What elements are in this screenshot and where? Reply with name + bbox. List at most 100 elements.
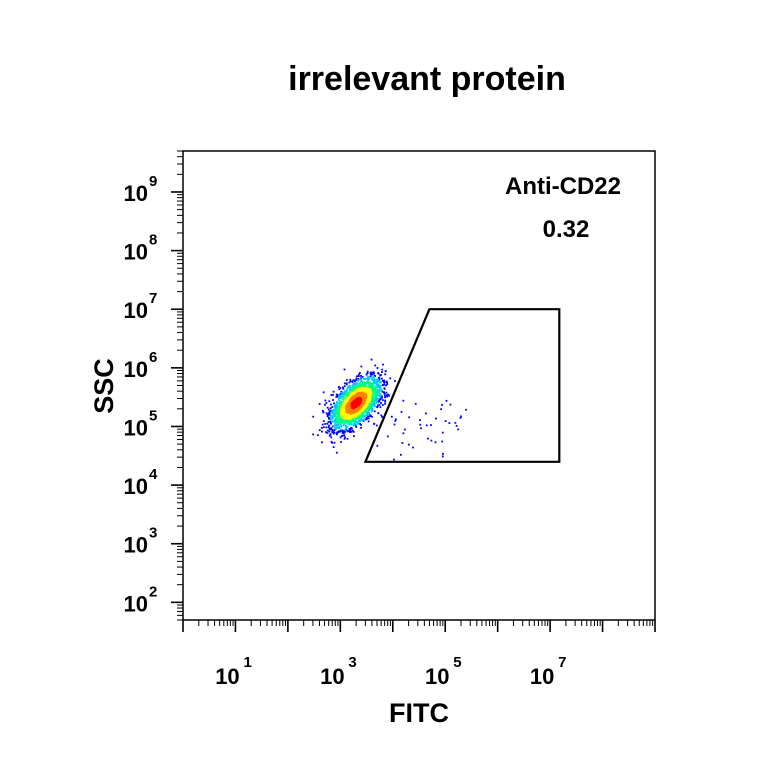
event-point — [379, 406, 382, 409]
event-point — [337, 412, 339, 415]
event-point — [371, 371, 374, 374]
event-point — [346, 426, 349, 428]
event-point — [321, 409, 324, 412]
event-point — [341, 432, 344, 434]
event-point — [363, 385, 366, 388]
event-point — [333, 441, 336, 444]
event-point — [408, 416, 411, 419]
event-point — [372, 399, 374, 402]
x-tick-label: 10 — [320, 664, 344, 689]
event-point — [359, 415, 361, 417]
event-point — [333, 404, 336, 407]
event-point — [380, 395, 383, 397]
event-point — [336, 405, 339, 407]
event-point — [373, 387, 375, 389]
event-point — [366, 370, 369, 373]
event-point — [357, 420, 360, 423]
event-point — [394, 380, 396, 382]
event-point — [386, 394, 388, 397]
event-point — [346, 379, 348, 381]
event-point — [353, 416, 356, 419]
event-point — [344, 413, 347, 415]
event-point — [343, 422, 346, 424]
event-point — [353, 435, 355, 437]
event-point — [364, 378, 367, 380]
event-point — [353, 417, 356, 420]
event-point — [336, 426, 338, 429]
event-point — [354, 407, 357, 410]
event-point — [355, 426, 357, 428]
event-point — [372, 376, 375, 378]
event-point — [353, 421, 356, 423]
event-point — [383, 391, 385, 394]
event-point — [340, 424, 343, 427]
x-tick-exponent: 3 — [348, 654, 356, 671]
event-point — [367, 391, 369, 394]
event-point — [331, 441, 334, 444]
scatter-points — [312, 358, 467, 461]
event-point — [386, 395, 389, 398]
event-point — [376, 388, 379, 391]
event-point — [366, 377, 369, 380]
event-point — [342, 386, 344, 389]
event-point — [357, 423, 359, 425]
event-point — [348, 381, 351, 384]
event-point — [354, 414, 357, 416]
event-point — [337, 409, 339, 412]
event-point — [344, 423, 347, 425]
event-point — [336, 415, 339, 417]
event-point — [384, 399, 387, 402]
event-point — [370, 404, 373, 406]
event-point — [377, 390, 380, 393]
event-point — [339, 393, 342, 395]
event-point — [366, 375, 369, 378]
event-point — [444, 420, 447, 422]
event-point — [324, 399, 327, 402]
event-point — [331, 430, 334, 433]
event-point — [353, 412, 356, 415]
event-point — [327, 408, 330, 411]
event-point — [373, 423, 375, 425]
gate-polygon[interactable] — [363, 308, 561, 463]
event-point — [360, 424, 362, 426]
event-point — [380, 402, 382, 404]
event-point — [331, 418, 333, 421]
event-point — [339, 423, 342, 426]
event-point — [330, 428, 333, 431]
event-point — [380, 414, 383, 417]
event-point — [381, 396, 383, 399]
event-point — [367, 417, 370, 420]
event-point — [376, 401, 379, 404]
event-point — [360, 380, 362, 383]
event-point — [345, 399, 348, 401]
event-point — [457, 428, 460, 431]
event-point — [365, 373, 368, 376]
event-point — [356, 421, 359, 424]
event-point — [394, 420, 397, 422]
event-point — [335, 409, 337, 411]
x-tick-label: 10 — [530, 664, 554, 689]
event-point — [345, 428, 348, 431]
event-point — [348, 386, 351, 388]
gate-value: 0.32 — [543, 216, 590, 243]
event-point — [351, 385, 354, 387]
event-point — [367, 414, 370, 416]
event-point — [336, 402, 339, 405]
event-point — [343, 431, 346, 434]
y-tick-exponent: 6 — [149, 349, 157, 366]
event-point — [404, 428, 406, 431]
y-tick-exponent: 2 — [149, 583, 157, 600]
event-point — [369, 404, 372, 407]
event-point — [330, 415, 332, 417]
x-tick-exponent: 1 — [243, 654, 251, 671]
event-point — [325, 402, 328, 404]
event-point — [344, 436, 346, 439]
event-point — [425, 424, 428, 427]
event-point — [395, 418, 397, 421]
y-tick-exponent: 4 — [149, 466, 158, 483]
event-point — [349, 378, 352, 381]
event-point — [351, 388, 354, 390]
event-point — [455, 425, 458, 427]
event-point — [335, 412, 338, 414]
event-point — [333, 415, 335, 418]
